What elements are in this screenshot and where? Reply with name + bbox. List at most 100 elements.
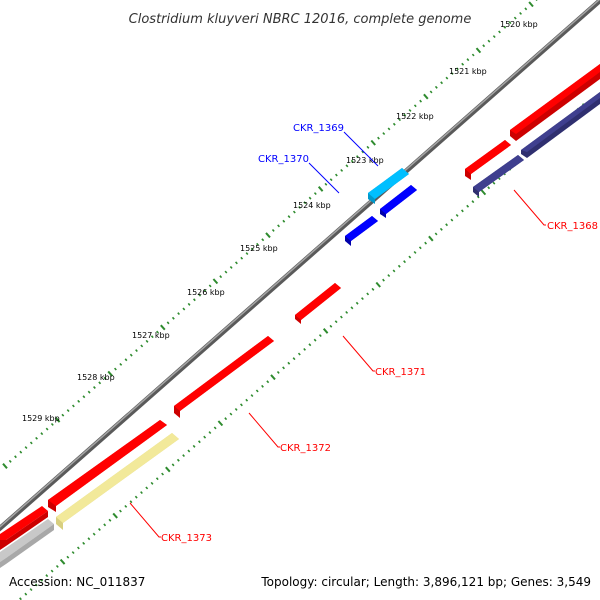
map-title: Clostridium kluyveri NBRC 12016, complet… [129, 12, 472, 27]
minor-tick [150, 481, 154, 485]
minor-tick [108, 518, 112, 522]
gene-left-edge-red[interactable] [0, 506, 48, 550]
minor-tick [119, 362, 123, 366]
gene-left-edge-grey[interactable] [0, 519, 54, 568]
minor-tick [503, 25, 507, 29]
minor-tick [445, 76, 449, 80]
minor-tick [219, 275, 223, 279]
minor-tick [29, 588, 33, 592]
minor-tick [256, 242, 259, 246]
minor-tick [408, 255, 412, 259]
minor-tick [176, 458, 180, 462]
minor-tick [155, 477, 159, 481]
gene-label-ckr-1372[interactable]: CKR_1372 [280, 443, 331, 454]
minor-tick [350, 306, 354, 310]
minor-tick [356, 155, 359, 159]
minor-tick [292, 357, 296, 361]
gene-ckr-1370-a[interactable] [380, 185, 417, 218]
gene-ckr-1368-navy-b[interactable] [521, 92, 600, 158]
gene-ckr-1368-red-a[interactable] [465, 140, 511, 180]
major-tick [54, 416, 61, 423]
minor-tick [14, 455, 17, 459]
kbp-labels: 1520 kbp 1521 kbp 1522 kbp 1523 kbp 1524… [22, 20, 538, 423]
minor-tick [82, 541, 86, 545]
minor-tick [277, 224, 280, 228]
gene-label-ckr-1369[interactable]: CKR_1369 [293, 123, 344, 134]
minor-tick [482, 44, 486, 48]
gene-pale-yellow[interactable] [56, 433, 179, 530]
major-tick [322, 328, 329, 334]
minor-tick [140, 344, 144, 348]
minor-tick [308, 343, 312, 347]
minor-tick [398, 118, 401, 122]
accession-text: Accession: NC_011837 [9, 575, 145, 589]
minor-tick [182, 307, 186, 311]
minor-tick [476, 195, 480, 199]
minor-tick [192, 298, 196, 302]
minor-tick [466, 58, 470, 62]
minor-tick [114, 367, 117, 371]
major-tick [370, 139, 376, 146]
minor-tick [361, 150, 365, 154]
gene-label-ckr-1373[interactable]: CKR_1373 [161, 533, 212, 544]
minor-tick [29, 441, 33, 445]
minor-tick [298, 205, 301, 209]
minor-tick [140, 491, 143, 495]
major-tick [528, 1, 534, 8]
major-tick [375, 281, 381, 288]
minor-tick [413, 250, 417, 254]
minor-tick [297, 352, 301, 356]
minor-tick [282, 366, 285, 370]
minor-tick [303, 347, 306, 351]
kbp-label: 1524 kbp [293, 201, 331, 210]
minor-tick [519, 11, 522, 15]
minor-tick [45, 427, 49, 431]
minor-tick [403, 260, 406, 264]
gene-ckr-1368-red-b[interactable] [510, 64, 600, 141]
minor-tick [92, 532, 96, 536]
minor-tick [308, 196, 312, 200]
minor-tick [45, 574, 49, 578]
minor-tick [450, 218, 454, 222]
gene-ckr-1368-navy-a[interactable] [473, 155, 524, 197]
kbp-label: 1525 kbp [240, 244, 278, 253]
minor-tick [292, 210, 296, 214]
minor-tick [450, 71, 454, 75]
minor-tick [513, 16, 517, 20]
major-tick [160, 324, 166, 331]
minor-tick [287, 361, 291, 365]
gene-ckr-1371[interactable] [295, 283, 341, 324]
minor-tick [229, 412, 233, 416]
minor-tick [345, 164, 349, 168]
minor-tick [24, 592, 28, 596]
major-tick [2, 463, 8, 469]
minor-tick [355, 301, 359, 305]
minor-tick [50, 569, 54, 573]
minor-tick [61, 413, 65, 417]
minor-tick [145, 486, 149, 490]
minor-tick [208, 431, 212, 435]
minor-tick [455, 213, 459, 217]
genome-summary-text: Topology: circular; Length: 3,896,121 bp… [260, 575, 591, 589]
gene-ckr-1369[interactable] [368, 168, 409, 204]
gene-ckr-1373-upper[interactable] [48, 420, 167, 512]
kbp-label: 1523 kbp [346, 156, 384, 165]
minor-tick [471, 200, 475, 204]
minor-tick [318, 334, 322, 338]
gene-features [0, 64, 600, 568]
minor-tick [276, 370, 280, 374]
gene-label-ckr-1371[interactable]: CKR_1371 [375, 367, 426, 378]
minor-tick [135, 349, 138, 353]
minor-tick [124, 504, 128, 508]
gene-label-ckr-1368[interactable]: CKR_1368 [547, 221, 598, 232]
minor-tick [377, 136, 380, 140]
gene-label-ckr-1370[interactable]: CKR_1370 [258, 154, 309, 165]
minor-tick [66, 409, 70, 413]
minor-tick [535, 0, 538, 2]
gene-ckr-1370-b[interactable] [345, 216, 378, 246]
minor-tick [261, 384, 264, 388]
gene-ckr-1372[interactable] [174, 336, 274, 418]
minor-tick [71, 551, 75, 555]
minor-tick [418, 246, 422, 250]
minor-tick [429, 90, 433, 94]
